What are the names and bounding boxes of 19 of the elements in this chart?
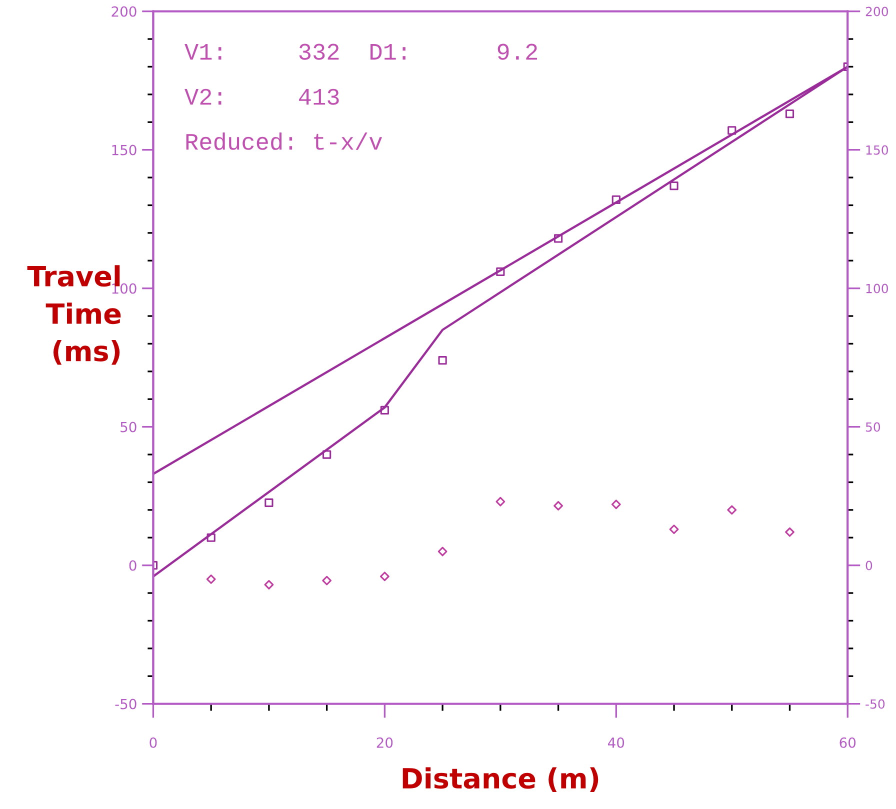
y-tick-label: 50 xyxy=(120,422,136,432)
annotation: V2: 413 xyxy=(184,88,339,105)
y2-tick-label: 50 xyxy=(866,422,880,432)
annotation: V1: 332 D1: 9.2 xyxy=(184,44,538,60)
x-tick-label: 40 xyxy=(608,737,624,748)
y2-tick-label: -50 xyxy=(866,699,885,709)
y2-tick-label: 100 xyxy=(866,284,888,294)
x-tick-label: 0 xyxy=(150,737,157,748)
x-tick-label: 60 xyxy=(840,737,856,748)
x-axis-title: Distance (m) xyxy=(402,767,598,792)
y2-tick-label: 200 xyxy=(866,6,888,16)
x-tick-label: 20 xyxy=(376,737,393,748)
y2-tick-label: 0 xyxy=(866,560,872,570)
y-tick-label: 200 xyxy=(112,6,136,17)
y-tick-label: -50 xyxy=(115,698,136,710)
y2-tick-label: 150 xyxy=(866,145,888,155)
y-tick-label: 150 xyxy=(112,144,136,156)
annotation: Reduced: t-x/v xyxy=(186,132,382,150)
y-tick-label: 0 xyxy=(129,560,136,571)
